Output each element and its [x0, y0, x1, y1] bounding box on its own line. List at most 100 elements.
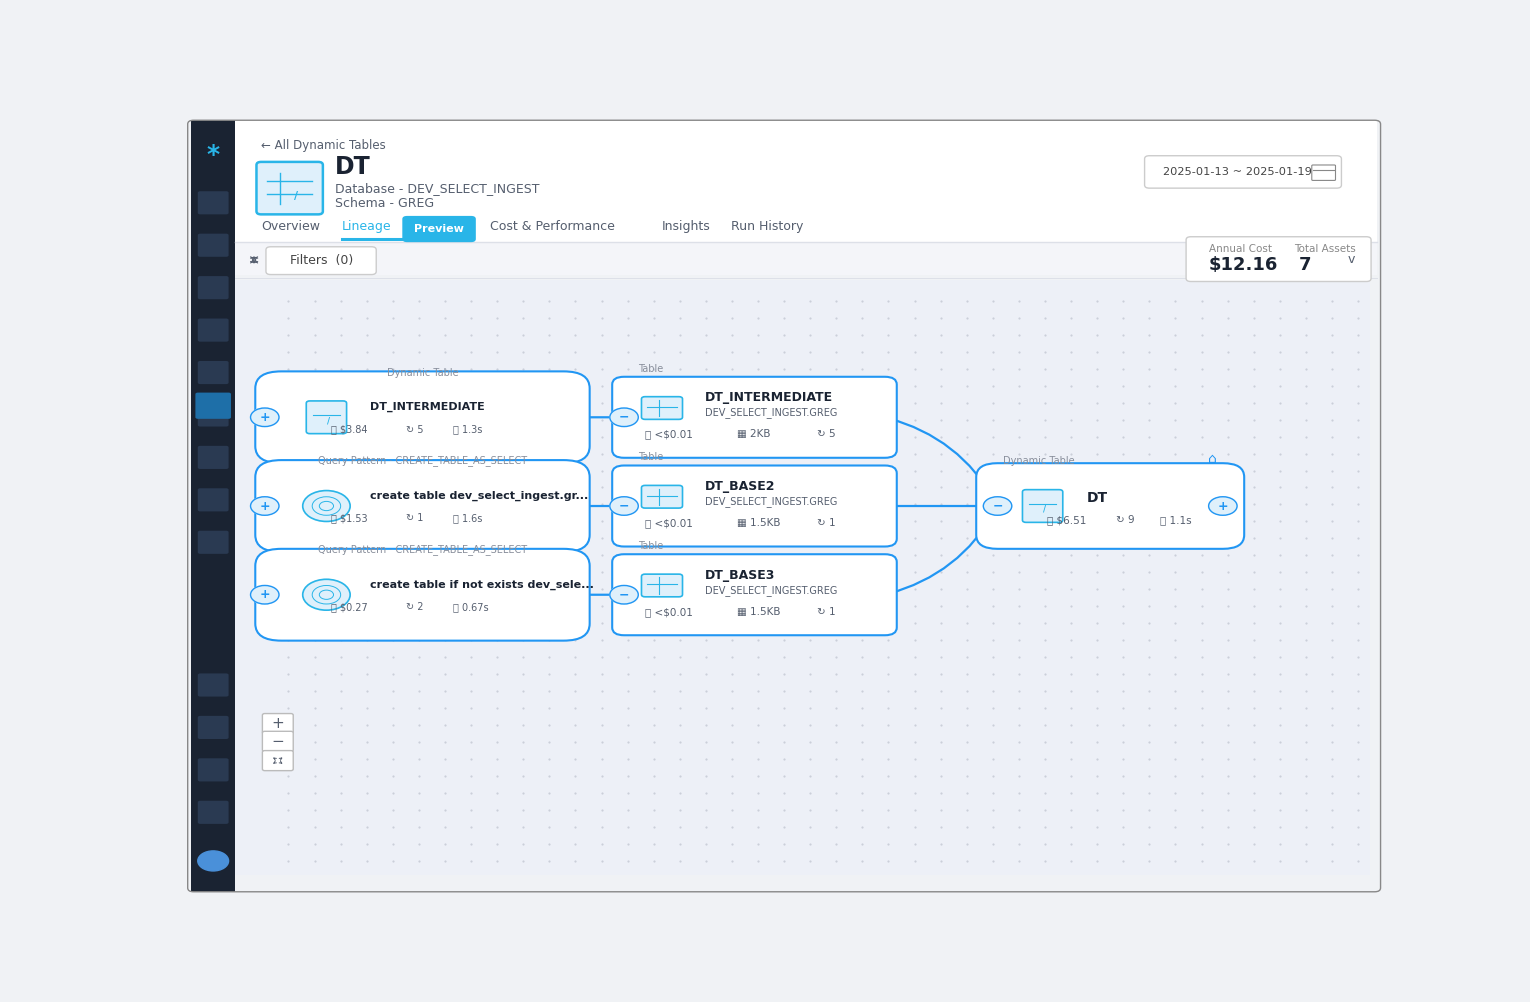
Text: /: / — [326, 416, 329, 425]
Text: Lineage: Lineage — [341, 220, 392, 233]
Text: Table: Table — [638, 453, 664, 462]
Text: Database - DEV_SELECT_INGEST: Database - DEV_SELECT_INGEST — [335, 181, 539, 194]
FancyBboxPatch shape — [1186, 236, 1371, 282]
FancyBboxPatch shape — [256, 460, 589, 552]
FancyBboxPatch shape — [1311, 165, 1336, 180]
Text: Table: Table — [638, 364, 664, 374]
FancyBboxPatch shape — [196, 393, 231, 419]
FancyBboxPatch shape — [236, 242, 1377, 276]
Text: $12.16: $12.16 — [1209, 257, 1278, 275]
Text: ▦ 1.5KB: ▦ 1.5KB — [736, 518, 780, 528]
Text: Ⓢ $1.53: Ⓢ $1.53 — [330, 513, 367, 523]
Text: +: + — [1218, 500, 1229, 512]
Text: +: + — [271, 716, 285, 731]
Text: Run History: Run History — [731, 220, 803, 233]
Text: DT: DT — [1086, 491, 1108, 505]
Text: +: + — [260, 500, 271, 512]
Text: Query Pattern · CREATE_TABLE_AS_SELECT: Query Pattern · CREATE_TABLE_AS_SELECT — [318, 455, 526, 466]
Text: Ⓢ <$0.01: Ⓢ <$0.01 — [646, 429, 693, 439]
FancyBboxPatch shape — [197, 233, 228, 257]
FancyBboxPatch shape — [641, 574, 682, 597]
Text: ← All Dynamic Tables: ← All Dynamic Tables — [262, 139, 386, 152]
Text: ↻ 5: ↻ 5 — [817, 429, 835, 439]
Text: Dynamic Table: Dynamic Table — [1004, 456, 1076, 466]
Circle shape — [251, 585, 278, 604]
Text: Ⓢ <$0.01: Ⓢ <$0.01 — [646, 518, 693, 528]
Text: ↻ 9: ↻ 9 — [1115, 515, 1135, 525]
Text: DT_INTERMEDIATE: DT_INTERMEDIATE — [705, 392, 832, 405]
FancyBboxPatch shape — [197, 361, 228, 384]
Text: Overview: Overview — [262, 220, 320, 233]
Text: DEV_SELECT_INGEST.GREG: DEV_SELECT_INGEST.GREG — [705, 407, 837, 418]
FancyBboxPatch shape — [191, 120, 236, 892]
Circle shape — [610, 585, 638, 604]
Text: Ⓢ $3.84: Ⓢ $3.84 — [330, 425, 367, 435]
Text: −: − — [618, 588, 629, 601]
Text: ⏱ 1.6s: ⏱ 1.6s — [453, 513, 482, 523]
FancyBboxPatch shape — [976, 463, 1244, 549]
Text: −: − — [618, 500, 629, 512]
FancyBboxPatch shape — [641, 485, 682, 508]
Text: ⌂: ⌂ — [1209, 452, 1216, 466]
FancyBboxPatch shape — [256, 549, 589, 640]
Text: Query Pattern · CREATE_TABLE_AS_SELECT: Query Pattern · CREATE_TABLE_AS_SELECT — [318, 544, 526, 555]
FancyBboxPatch shape — [236, 208, 1377, 242]
Text: −: − — [618, 411, 629, 424]
Text: +: + — [260, 588, 271, 601]
Text: +: + — [260, 411, 271, 424]
Text: 7: 7 — [1299, 257, 1311, 275]
Circle shape — [197, 851, 228, 871]
Text: ⏱ 1.3s: ⏱ 1.3s — [453, 425, 482, 435]
Text: ↻ 5: ↻ 5 — [405, 425, 424, 435]
FancyBboxPatch shape — [197, 488, 228, 511]
Text: ↻ 1: ↻ 1 — [405, 513, 424, 523]
Text: −: − — [271, 733, 285, 748]
Text: 2025-01-13 ~ 2025-01-19: 2025-01-13 ~ 2025-01-19 — [1163, 167, 1311, 177]
Text: DEV_SELECT_INGEST.GREG: DEV_SELECT_INGEST.GREG — [705, 584, 837, 595]
Circle shape — [984, 497, 1011, 515]
Text: Ⓢ $6.51: Ⓢ $6.51 — [1048, 515, 1086, 525]
Text: DT_INTERMEDIATE: DT_INTERMEDIATE — [370, 402, 485, 413]
FancyBboxPatch shape — [197, 404, 228, 427]
FancyBboxPatch shape — [263, 750, 294, 771]
Text: DEV_SELECT_INGEST.GREG: DEV_SELECT_INGEST.GREG — [705, 496, 837, 507]
FancyBboxPatch shape — [236, 280, 1369, 875]
FancyBboxPatch shape — [197, 673, 228, 696]
Text: ▦ 2KB: ▦ 2KB — [736, 429, 770, 439]
Text: *: * — [207, 143, 220, 167]
Text: ▦ 1.5KB: ▦ 1.5KB — [736, 606, 780, 616]
FancyBboxPatch shape — [236, 120, 1377, 236]
FancyBboxPatch shape — [612, 554, 897, 635]
Circle shape — [251, 408, 278, 427]
Text: Table: Table — [638, 541, 664, 551]
Text: −: − — [993, 500, 1002, 512]
FancyBboxPatch shape — [263, 731, 294, 752]
FancyBboxPatch shape — [256, 372, 589, 463]
Text: Cost & Performance: Cost & Performance — [490, 220, 615, 233]
FancyBboxPatch shape — [197, 191, 228, 214]
FancyBboxPatch shape — [197, 759, 228, 782]
Text: Filters  (0): Filters (0) — [291, 255, 353, 268]
Circle shape — [610, 408, 638, 427]
Text: DT_BASE3: DT_BASE3 — [705, 569, 776, 582]
FancyBboxPatch shape — [197, 319, 228, 342]
Circle shape — [610, 497, 638, 515]
Text: Annual Cost: Annual Cost — [1209, 244, 1271, 255]
Circle shape — [303, 579, 350, 610]
Text: DT: DT — [335, 154, 370, 178]
FancyBboxPatch shape — [197, 715, 228, 739]
Text: ↻ 1: ↻ 1 — [817, 606, 835, 616]
Text: ⏱ 0.67s: ⏱ 0.67s — [453, 602, 490, 612]
FancyBboxPatch shape — [263, 713, 294, 733]
Circle shape — [251, 497, 278, 515]
Text: ↻ 2: ↻ 2 — [405, 602, 424, 612]
FancyBboxPatch shape — [257, 162, 323, 214]
Text: Preview: Preview — [415, 224, 464, 234]
FancyBboxPatch shape — [1144, 155, 1342, 188]
Text: Schema - GREG: Schema - GREG — [335, 197, 435, 210]
Circle shape — [1209, 497, 1238, 515]
Text: /: / — [1043, 505, 1047, 514]
FancyBboxPatch shape — [402, 215, 476, 242]
Text: Insights: Insights — [662, 220, 711, 233]
Text: ↻ 1: ↻ 1 — [817, 518, 835, 528]
